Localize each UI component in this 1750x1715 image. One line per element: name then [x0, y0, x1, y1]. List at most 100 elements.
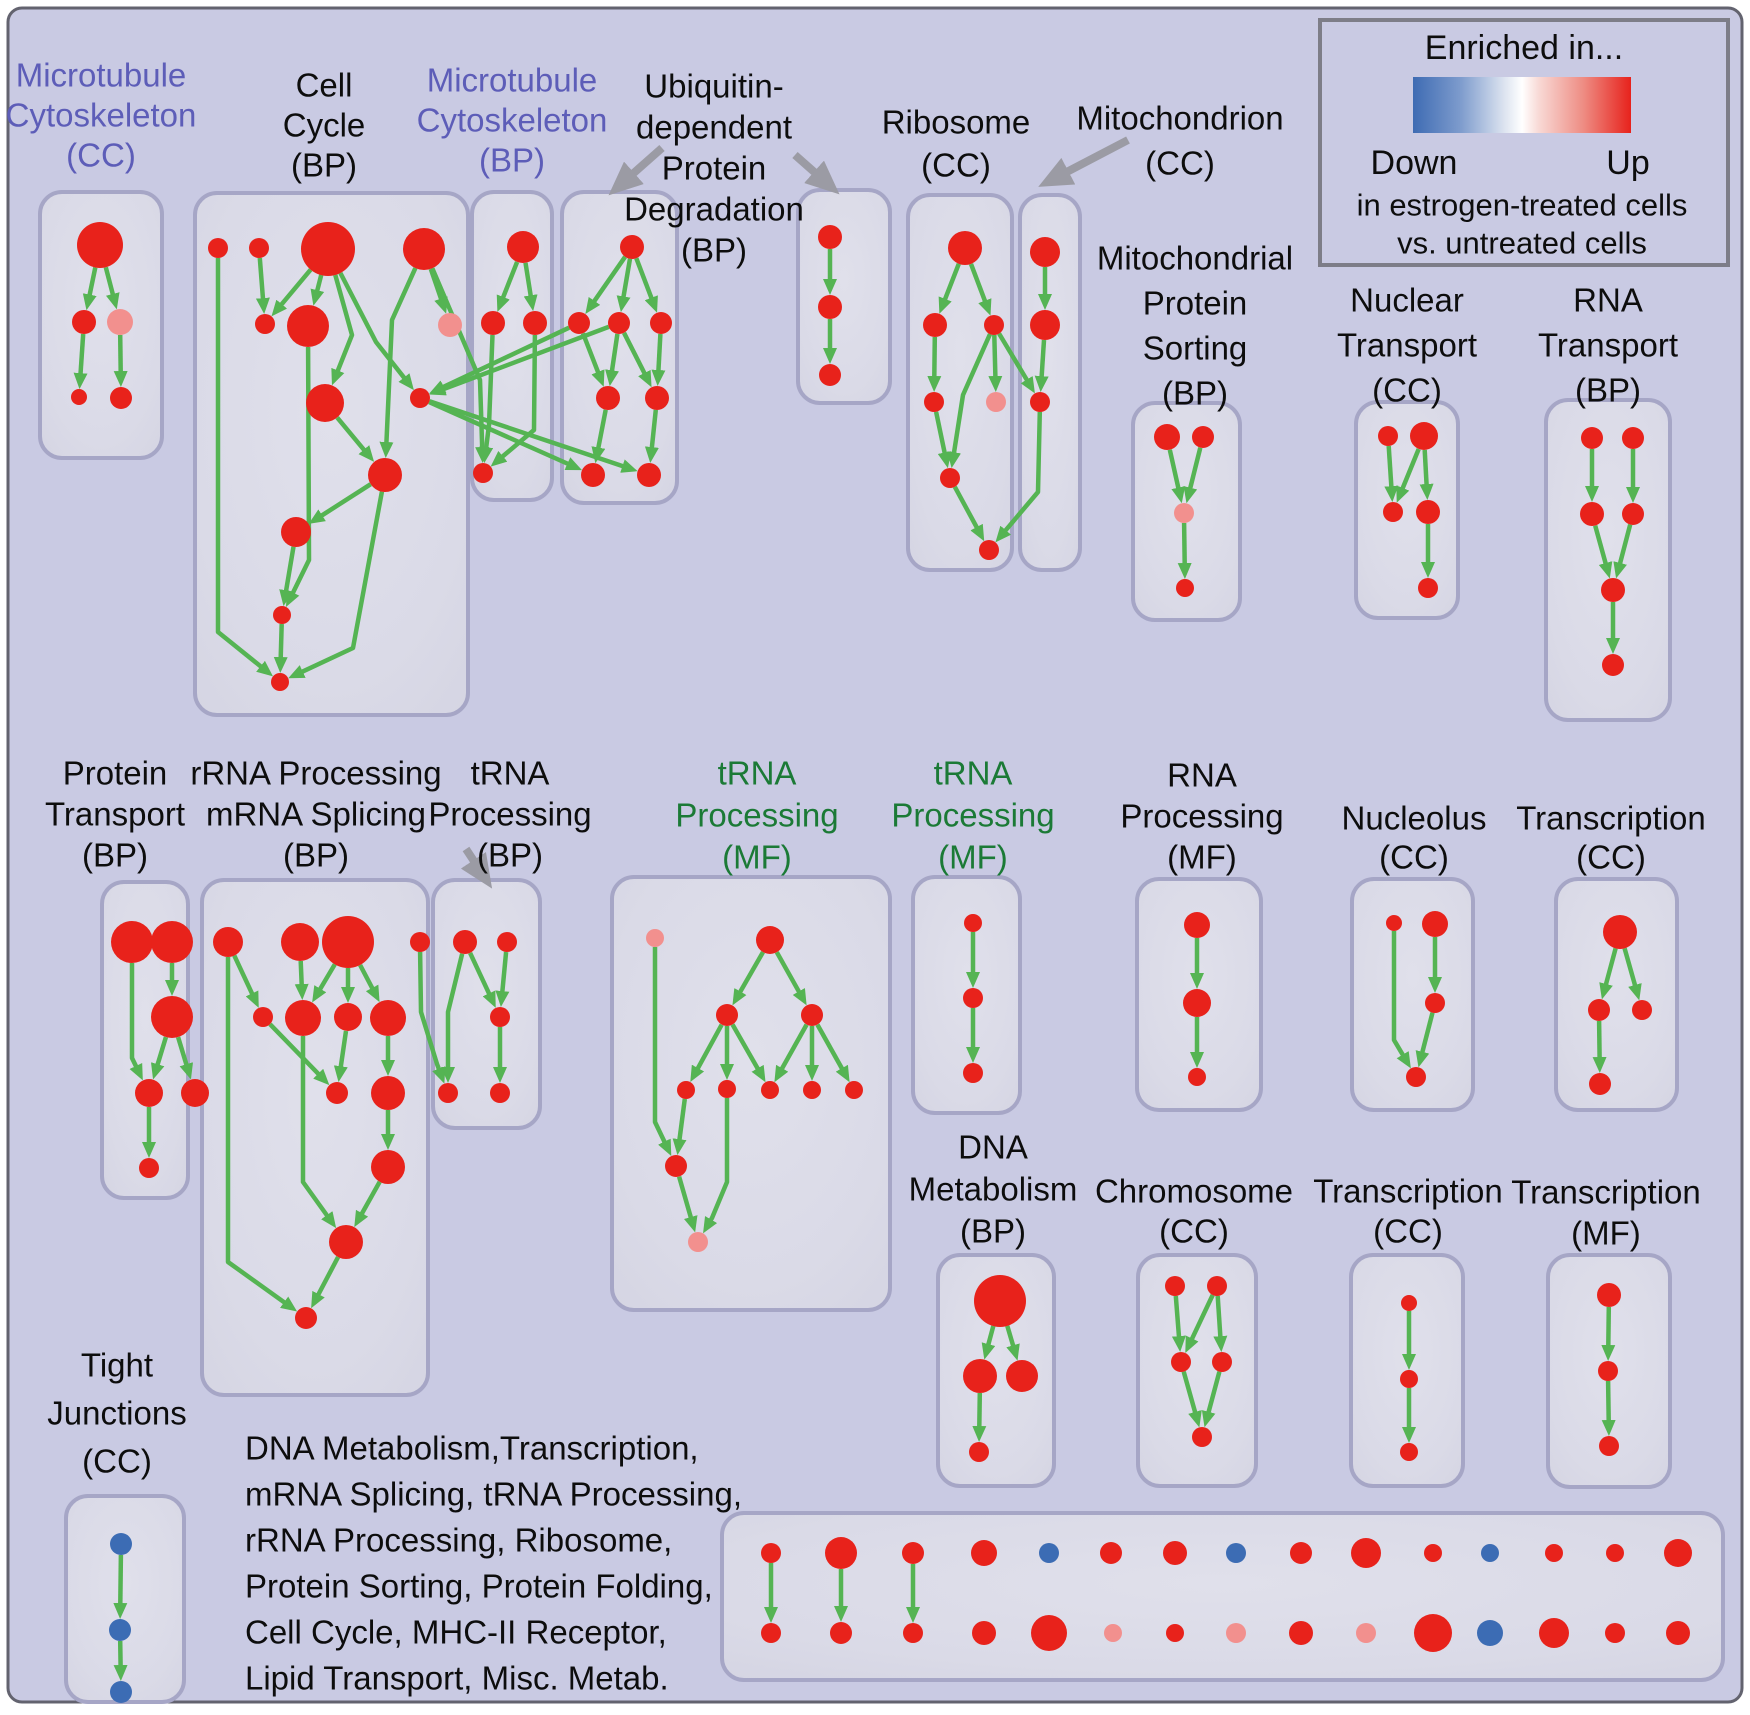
cluster-label-line: Mitochondrial: [1097, 240, 1293, 277]
go-term-node-up: [608, 312, 630, 334]
go-term-node-up: [1030, 310, 1060, 340]
go-term-node-up: [1383, 502, 1403, 522]
edge-ribosome-cc: [933, 411, 952, 469]
edge-trna-processing-bp: [441, 953, 465, 1083]
go-term-node-up: [620, 235, 644, 259]
cluster-label-line: Processing: [675, 797, 838, 834]
go-term-nodes: [71, 222, 1692, 1703]
go-term-node-up: [1597, 1283, 1621, 1307]
edge-nucleolus-cc: [1391, 931, 1411, 1069]
edge-ubiquitin-dependent-protein-degradation-bp-1: [621, 331, 652, 388]
cluster-label: Chromosome (CC): [1095, 1173, 1293, 1250]
go-term-node-up: [801, 1004, 823, 1026]
edge-cell-cycle-bp: [331, 274, 355, 386]
cluster-label-line: DNA: [958, 1129, 1028, 1166]
go-term-node-weak-up: [1226, 1623, 1246, 1643]
cluster-label: Protein Transport (BP): [45, 755, 185, 874]
cluster-label-line: (CC): [921, 147, 991, 184]
collapsed-categories-line: Cell Cycle, MHC-II Receptor,: [245, 1614, 667, 1651]
edge-trna-processing-mf-large: [732, 950, 765, 1006]
go-term-node-up: [1184, 912, 1210, 938]
go-term-node-up: [287, 305, 329, 347]
go-term-node-up: [295, 1307, 317, 1329]
edge-dna-metabolism-bp: [981, 1325, 996, 1360]
go-term-node-up: [1418, 578, 1438, 598]
go-term-node-up: [948, 231, 982, 265]
legend-title: Enriched in...: [1425, 29, 1623, 67]
edge-rna-transport-bp: [1593, 525, 1613, 579]
cross-edge: [997, 332, 1035, 394]
go-term-node-up: [1289, 1621, 1313, 1645]
cluster-label-line: (BP): [1162, 375, 1228, 412]
edge-protein-transport-bp: [150, 1036, 169, 1080]
edge-ubiquitin-dependent-protein-degradation-bp-1: [616, 258, 633, 313]
cluster-label-line: (CC): [1576, 839, 1646, 876]
go-term-node-up: [665, 1155, 687, 1177]
cluster-label-line: Sorting: [1143, 330, 1248, 367]
edge-cell-cycle-bp: [288, 491, 385, 679]
cluster-label-line: (BP): [960, 1213, 1026, 1250]
go-term-node-up: [523, 311, 547, 335]
cluster-label-line: dependent: [636, 109, 792, 146]
edge-protein-transport-bp: [129, 963, 143, 1081]
go-term-node-up: [72, 310, 96, 334]
edge-microtubule-cytoskeleton-bp: [490, 334, 538, 467]
go-term-node-up: [181, 1079, 209, 1107]
edge-cell-cycle-bp: [286, 346, 312, 607]
edge-cell-cycle-bp: [215, 258, 273, 677]
go-term-node-up: [974, 1275, 1026, 1327]
edge-ubiquitin-dependent-protein-degradation-bp-1: [605, 333, 620, 387]
edge-cell-cycle-bp: [379, 267, 418, 458]
edge-rrna-processing-mrna-splicing-bp: [312, 963, 337, 1003]
go-term-node-up: [1424, 1544, 1442, 1562]
go-term-node-up: [645, 386, 669, 410]
edge-chromosome-cc: [1181, 1370, 1202, 1428]
go-term-node-weak-up: [986, 392, 1006, 412]
edge-ubiquitin-dependent-protein-degradation-bp-1: [585, 255, 627, 315]
go-term-node-up: [1183, 989, 1211, 1017]
cluster-label: Tight Junctions (CC): [47, 1347, 186, 1480]
go-term-node-up: [322, 916, 374, 968]
go-term-node-up: [306, 384, 344, 422]
edge-nuclear-transport-cc: [1384, 445, 1399, 503]
edge-rrna-processing-mrna-splicing-bp: [300, 1036, 337, 1229]
go-term-node-up: [677, 1081, 695, 1099]
cluster-label-line: Tight: [81, 1347, 153, 1384]
cluster-label: Transcription (CC): [1313, 1173, 1503, 1250]
edge-mitochondrial-protein-sorting-bp: [1183, 447, 1203, 504]
go-term-node-up: [110, 387, 132, 409]
go-term-node-up: [756, 926, 784, 954]
edge-mitochondrion-cc: [1034, 339, 1049, 393]
edge-ubiquitin-dependent-protein-degradation-bp-1: [580, 332, 605, 387]
go-term-node-up: [1100, 1542, 1122, 1564]
cluster-label-line: Microtubule: [16, 57, 187, 94]
go-term-node-up: [923, 313, 947, 337]
go-term-node-up: [972, 1621, 996, 1645]
go-term-node-weak-up: [646, 929, 664, 947]
go-term-node-up: [326, 1082, 348, 1104]
go-term-node-up: [1400, 1370, 1418, 1388]
cluster-label-line: tRNA: [471, 755, 550, 792]
go-term-node-up: [490, 1007, 510, 1027]
cross-edge: [429, 324, 610, 396]
legend-box: [1318, 18, 1730, 267]
cluster-label-line: Junctions: [47, 1395, 186, 1432]
edge-microtubule-cytoskeleton-bp: [496, 261, 520, 312]
edge-transcription-mf: [1601, 1306, 1616, 1361]
cluster-label-line: Nucleolus: [1342, 800, 1487, 837]
go-term-node-up: [1030, 392, 1050, 412]
go-term-node-up: [135, 1079, 163, 1107]
cluster-box-mitochondrion-cc: [1018, 193, 1082, 572]
go-term-node-weak-up: [1174, 503, 1194, 523]
pointer-to-mitochondrion-box-icon: [1038, 136, 1130, 187]
go-term-node-up: [497, 932, 517, 952]
go-term-node-up: [410, 388, 430, 408]
edge-rrna-processing-mrna-splicing-bp: [294, 960, 309, 1000]
go-term-node-up: [1605, 1623, 1625, 1643]
go-term-node-up: [1171, 1352, 1191, 1372]
go-term-node-up: [984, 315, 1004, 335]
cluster-label-line: Degradation: [624, 191, 804, 228]
go-term-node-down: [109, 1619, 131, 1641]
edge-microtubule-cytoskeleton-bp: [523, 262, 538, 312]
